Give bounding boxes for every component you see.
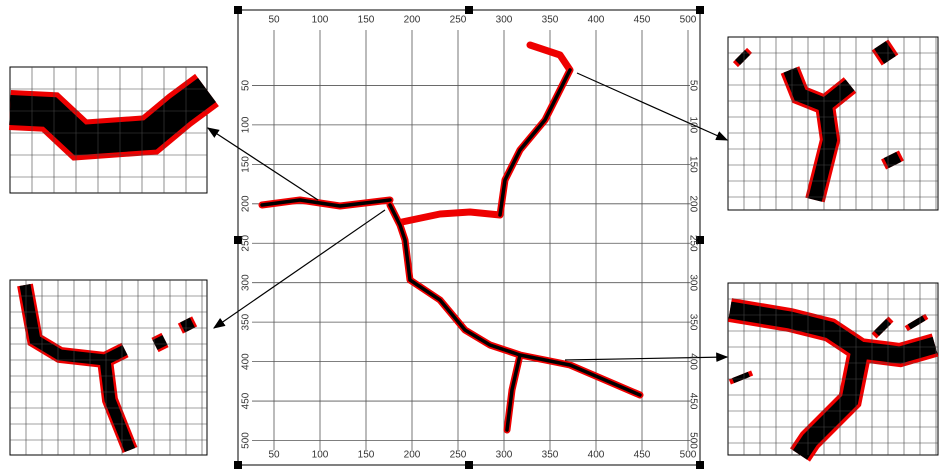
x-tick-label: 150 — [358, 450, 375, 461]
x-tick-label: 450 — [634, 450, 651, 461]
y-tick-label: 500 — [687, 432, 698, 449]
y-tick-label: 100 — [687, 117, 698, 134]
x-tick-label: 400 — [588, 450, 605, 461]
figure: 50 50 100 100 150 150 200 200 250 250 300 300 350 350… — [0, 0, 940, 471]
x-tick-label: 400 — [588, 15, 605, 26]
y-tick-label: 150 — [687, 156, 698, 173]
x-tick-label: 300 — [496, 15, 513, 26]
x-tick-label: 350 — [542, 15, 559, 26]
x-tick-label: 100 — [312, 450, 329, 461]
x-tick-label: 450 — [634, 15, 651, 26]
y-tick-label: 250 — [687, 235, 698, 252]
y-tick-label: 200 — [687, 195, 698, 212]
x-tick-label: 300 — [496, 450, 513, 461]
y-tick-label: 200 — [241, 195, 252, 212]
y-tick-label: 250 — [241, 234, 252, 251]
x-tick-label: 100 — [312, 15, 329, 26]
y-tick-label: 450 — [687, 393, 698, 410]
y-tick-label: 400 — [687, 353, 698, 370]
y-tick-label: 50 — [241, 79, 252, 91]
y-tick-label: 300 — [687, 274, 698, 291]
y-tick-label: 50 — [687, 80, 698, 92]
y-tick-label: 450 — [241, 392, 252, 409]
y-tick-label: 350 — [241, 313, 252, 330]
x-tick-label: 250 — [450, 450, 467, 461]
y-tick-label: 150 — [241, 156, 252, 173]
y-tick-label: 350 — [687, 314, 698, 331]
x-tick-label: 50 — [268, 450, 280, 461]
x-tick-label: 50 — [268, 15, 280, 26]
x-tick-label: 250 — [450, 15, 467, 26]
y-tick-label: 400 — [241, 353, 252, 370]
y-tick-label: 300 — [241, 274, 252, 291]
main-frame — [238, 10, 700, 465]
x-tick-label: 500 — [680, 15, 697, 26]
y-tick-label: 500 — [241, 432, 252, 449]
x-tick-label: 200 — [404, 450, 421, 461]
x-tick-label: 150 — [358, 15, 375, 26]
y-tick-label: 100 — [241, 116, 252, 133]
x-tick-label: 350 — [542, 450, 559, 461]
x-tick-label: 500 — [680, 450, 697, 461]
x-tick-label: 200 — [404, 15, 421, 26]
